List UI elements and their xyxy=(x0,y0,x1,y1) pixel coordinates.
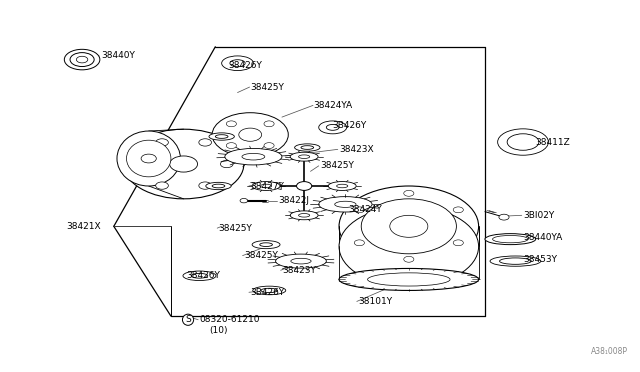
Circle shape xyxy=(390,215,428,237)
Circle shape xyxy=(239,128,262,141)
Ellipse shape xyxy=(183,271,216,280)
Ellipse shape xyxy=(290,211,318,220)
Ellipse shape xyxy=(290,152,318,161)
Circle shape xyxy=(199,182,211,189)
Ellipse shape xyxy=(225,148,282,165)
Ellipse shape xyxy=(298,155,310,158)
Ellipse shape xyxy=(276,254,326,268)
Ellipse shape xyxy=(261,288,278,293)
Text: 38411Z: 38411Z xyxy=(536,138,570,147)
Text: 3B426Y: 3B426Y xyxy=(333,121,367,130)
Ellipse shape xyxy=(127,140,171,177)
Text: 38453Y: 38453Y xyxy=(523,255,557,264)
Ellipse shape xyxy=(490,256,541,266)
Ellipse shape xyxy=(500,258,531,264)
Ellipse shape xyxy=(252,182,280,190)
Circle shape xyxy=(220,160,233,168)
Circle shape xyxy=(227,142,236,148)
Ellipse shape xyxy=(230,60,245,67)
Ellipse shape xyxy=(301,146,314,149)
Ellipse shape xyxy=(485,234,536,245)
Text: 38425Y: 38425Y xyxy=(320,161,354,170)
Ellipse shape xyxy=(221,56,253,71)
Ellipse shape xyxy=(498,129,548,155)
Text: 38421X: 38421X xyxy=(66,222,101,231)
Circle shape xyxy=(156,139,168,146)
Circle shape xyxy=(404,190,414,196)
Text: 38422J: 38422J xyxy=(279,196,310,205)
Ellipse shape xyxy=(64,49,100,70)
Text: 38426Y: 38426Y xyxy=(187,271,221,280)
Text: 38440YA: 38440YA xyxy=(523,233,563,242)
Ellipse shape xyxy=(335,201,356,208)
Circle shape xyxy=(355,207,364,213)
Text: S: S xyxy=(185,315,191,324)
Ellipse shape xyxy=(191,273,208,278)
Ellipse shape xyxy=(298,214,310,217)
Text: 38425Y: 38425Y xyxy=(244,251,278,260)
Text: 38424Y: 38424Y xyxy=(349,205,382,214)
Ellipse shape xyxy=(328,182,356,190)
Text: 38425Y: 38425Y xyxy=(218,224,252,232)
Text: 38423Y: 38423Y xyxy=(282,266,316,275)
Circle shape xyxy=(404,256,414,262)
Ellipse shape xyxy=(253,286,285,295)
Text: A38₁008P: A38₁008P xyxy=(591,347,628,356)
Ellipse shape xyxy=(212,184,225,188)
Text: 38425Y: 38425Y xyxy=(250,83,284,92)
Text: 38440Y: 38440Y xyxy=(101,51,135,60)
Circle shape xyxy=(264,142,274,148)
Ellipse shape xyxy=(209,133,234,140)
Ellipse shape xyxy=(507,134,539,150)
Text: 3B426Y: 3B426Y xyxy=(250,288,284,297)
Ellipse shape xyxy=(291,258,311,264)
Ellipse shape xyxy=(242,153,265,160)
Ellipse shape xyxy=(361,199,456,254)
Circle shape xyxy=(134,160,147,168)
Circle shape xyxy=(453,240,463,246)
Ellipse shape xyxy=(76,56,88,63)
Circle shape xyxy=(240,198,248,203)
Ellipse shape xyxy=(326,125,339,130)
Ellipse shape xyxy=(117,131,180,186)
Text: 3BI02Y: 3BI02Y xyxy=(523,211,554,220)
Ellipse shape xyxy=(294,144,320,151)
Circle shape xyxy=(264,121,274,127)
Ellipse shape xyxy=(260,243,273,247)
Ellipse shape xyxy=(206,182,231,190)
Ellipse shape xyxy=(319,197,372,212)
Circle shape xyxy=(296,182,312,190)
Circle shape xyxy=(355,240,364,246)
Ellipse shape xyxy=(493,235,528,243)
Ellipse shape xyxy=(260,184,271,188)
Ellipse shape xyxy=(70,52,94,67)
Circle shape xyxy=(170,156,198,172)
Circle shape xyxy=(156,182,168,189)
Ellipse shape xyxy=(339,206,479,287)
Ellipse shape xyxy=(319,121,347,134)
Ellipse shape xyxy=(124,129,244,199)
Text: 38424YA: 38424YA xyxy=(314,101,353,110)
Text: 38101Y: 38101Y xyxy=(358,297,392,306)
Ellipse shape xyxy=(252,241,280,248)
Ellipse shape xyxy=(215,135,228,138)
Ellipse shape xyxy=(339,186,479,267)
Text: 38426Y: 38426Y xyxy=(228,61,262,70)
Circle shape xyxy=(499,214,509,220)
Text: 38423X: 38423X xyxy=(339,145,374,154)
Ellipse shape xyxy=(337,184,348,188)
Text: 38427Y: 38427Y xyxy=(250,182,284,190)
Ellipse shape xyxy=(212,113,288,157)
Circle shape xyxy=(141,154,156,163)
Ellipse shape xyxy=(339,269,479,291)
Circle shape xyxy=(199,139,211,146)
Text: 08320-61210: 08320-61210 xyxy=(200,315,260,324)
Ellipse shape xyxy=(367,273,450,286)
Text: (10): (10) xyxy=(209,326,227,335)
Circle shape xyxy=(227,121,236,127)
Circle shape xyxy=(453,207,463,213)
